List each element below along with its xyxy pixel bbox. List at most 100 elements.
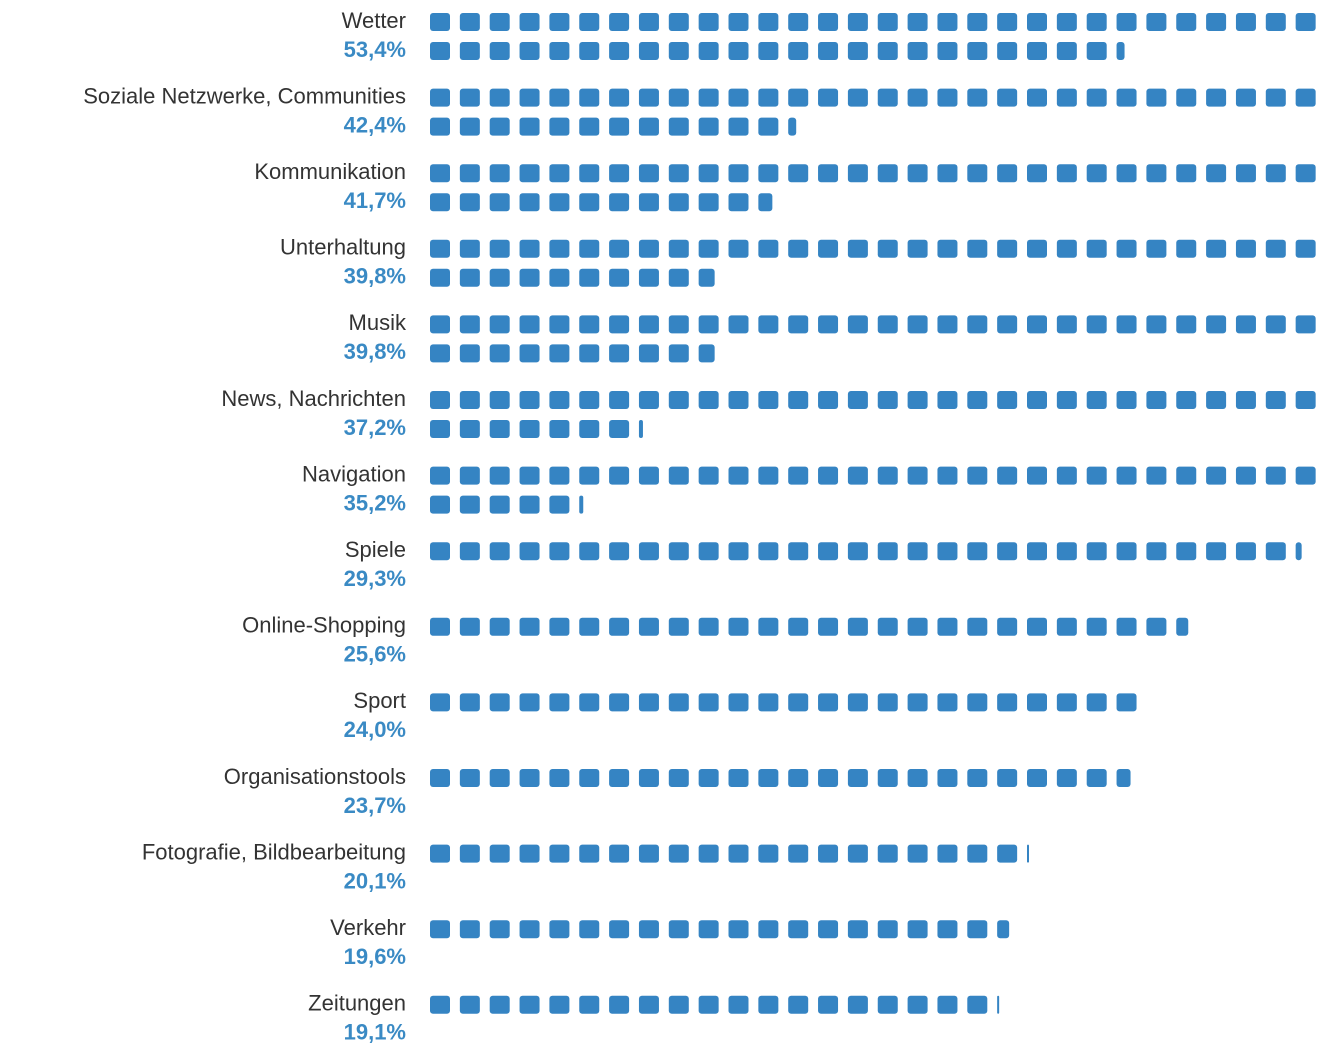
unit-square bbox=[818, 920, 839, 939]
unit-square bbox=[609, 42, 630, 60]
unit-square bbox=[758, 844, 779, 863]
unit-square bbox=[638, 920, 659, 939]
unit-square bbox=[1235, 239, 1256, 258]
unit-square bbox=[430, 391, 450, 409]
unit-square bbox=[459, 391, 480, 409]
unit-square bbox=[907, 920, 928, 939]
unit-square bbox=[818, 466, 839, 485]
unit-square bbox=[579, 193, 600, 212]
unit-square bbox=[818, 844, 839, 863]
unit-square bbox=[549, 495, 570, 514]
unit-square bbox=[788, 239, 809, 258]
unit-square bbox=[698, 920, 719, 939]
unit-square bbox=[758, 239, 779, 258]
unit-square bbox=[430, 693, 450, 712]
unit-square bbox=[967, 239, 988, 258]
unit-square bbox=[1235, 466, 1256, 485]
unit-square bbox=[1295, 164, 1316, 183]
pictogram-bar bbox=[430, 995, 1000, 1014]
unit-square bbox=[758, 391, 779, 409]
unit-square bbox=[698, 13, 719, 31]
unit-square bbox=[519, 420, 540, 438]
unit-square bbox=[459, 617, 480, 636]
unit-square bbox=[638, 193, 659, 212]
unit-square bbox=[907, 542, 928, 561]
unit-square bbox=[758, 693, 779, 712]
unit-square bbox=[967, 42, 988, 60]
value-label: 24,0% bbox=[344, 717, 406, 742]
value-label: 20,1% bbox=[344, 868, 406, 893]
unit-square bbox=[847, 693, 868, 712]
unit-square bbox=[1146, 239, 1167, 258]
unit-square bbox=[818, 13, 839, 31]
unit-square bbox=[1146, 315, 1167, 334]
pictogram-bar bbox=[430, 315, 1316, 363]
unit-square bbox=[1056, 542, 1077, 561]
unit-square bbox=[549, 542, 570, 561]
unit-square bbox=[758, 995, 779, 1014]
unit-square bbox=[1027, 239, 1047, 258]
unit-square bbox=[728, 164, 749, 183]
unit-square bbox=[997, 13, 1018, 31]
unit-square bbox=[579, 466, 600, 485]
unit-square bbox=[489, 542, 510, 561]
unit-square bbox=[549, 13, 570, 31]
unit-square bbox=[638, 268, 659, 287]
unit-square bbox=[1265, 88, 1286, 107]
unit-square bbox=[459, 344, 480, 363]
unit-square bbox=[937, 88, 958, 107]
unit-square bbox=[728, 995, 749, 1014]
unit-square bbox=[668, 344, 689, 363]
unit-square bbox=[728, 315, 749, 334]
unit-square bbox=[1116, 164, 1137, 183]
unit-square bbox=[609, 193, 630, 212]
unit-square bbox=[1056, 239, 1077, 258]
unit-square bbox=[937, 164, 958, 183]
unit-square bbox=[549, 117, 570, 136]
unit-square bbox=[728, 239, 749, 258]
unit-square bbox=[549, 268, 570, 287]
unit-square bbox=[638, 693, 659, 712]
unit-square bbox=[758, 88, 779, 107]
pictogram-bar bbox=[430, 88, 1316, 136]
unit-square bbox=[818, 617, 839, 636]
unit-square bbox=[758, 769, 779, 787]
unit-square bbox=[1056, 617, 1077, 636]
unit-square bbox=[1295, 315, 1316, 334]
unit-square bbox=[638, 164, 659, 183]
unit-square bbox=[579, 495, 584, 514]
unit-square bbox=[847, 542, 868, 561]
pictogram-bar bbox=[430, 239, 1316, 287]
unit-square bbox=[489, 239, 510, 258]
unit-square bbox=[668, 617, 689, 636]
unit-square bbox=[847, 466, 868, 485]
pictogram-bar bbox=[430, 13, 1316, 60]
unit-square bbox=[519, 617, 540, 636]
unit-square bbox=[430, 495, 450, 514]
unit-square bbox=[489, 315, 510, 334]
unit-square bbox=[638, 420, 643, 438]
unit-square bbox=[997, 995, 1000, 1014]
unit-square bbox=[579, 344, 600, 363]
unit-square bbox=[788, 844, 809, 863]
unit-square bbox=[519, 844, 540, 863]
unit-square bbox=[1235, 164, 1256, 183]
unit-square bbox=[877, 542, 898, 561]
unit-square bbox=[579, 164, 600, 183]
unit-square bbox=[579, 88, 600, 107]
unit-square bbox=[1056, 769, 1077, 787]
unit-square bbox=[519, 466, 540, 485]
unit-square bbox=[579, 920, 600, 939]
unit-square bbox=[997, 88, 1018, 107]
unit-square bbox=[1027, 693, 1047, 712]
unit-square bbox=[489, 495, 510, 514]
unit-square bbox=[668, 315, 689, 334]
unit-square bbox=[519, 769, 540, 787]
unit-square bbox=[549, 420, 570, 438]
unit-square bbox=[459, 117, 480, 136]
unit-square bbox=[519, 315, 540, 334]
unit-square bbox=[1176, 466, 1197, 485]
unit-square bbox=[907, 42, 928, 60]
unit-square bbox=[967, 769, 988, 787]
